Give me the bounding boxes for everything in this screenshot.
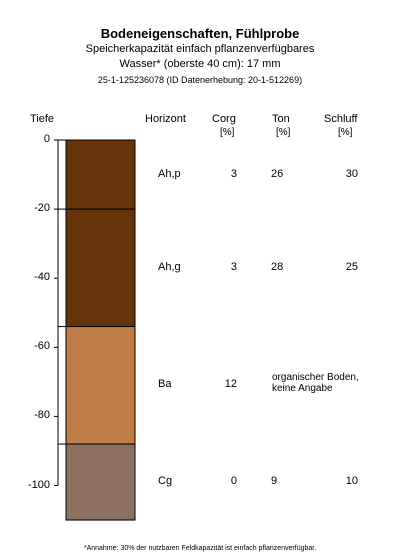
horizon-name: Ah,g [158,260,181,273]
corg-value: 0 [230,475,237,488]
chart-subtitle-line-1: Speicherkapazität einfach pflanzenverfüg… [85,43,315,55]
header-corg-unit: [%] [220,127,235,138]
header-ton-unit: [%] [276,127,291,138]
horizon-name: Ba [158,378,172,391]
ton-value: 9 [271,475,278,488]
y-axis-label: Tiefe [30,113,55,125]
horizon-name: Cg [158,475,173,488]
chart-id-line: 25-1-125236078 (ID Datenerhebung: 20-1-5… [97,75,303,85]
corg-value: 12 [224,378,237,391]
y-tick-label: -40 [34,271,50,284]
ton-value: 28 [271,260,284,273]
corg-value: 3 [230,260,237,273]
header-ton: Ton [272,113,290,125]
chart-subtitle-line-2: Wasser* (oberste 40 cm): 17 mm [119,58,281,70]
horizon-layer-ahp [65,139,136,210]
horizon-layer-ahg [65,208,136,328]
horizon-note: organischer Boden, keine Angabe [272,372,359,395]
schluff-value: 25 [345,260,358,273]
horizon-layer-cg [65,443,136,521]
horizon-layer-ba [65,326,136,445]
y-tick-label: -20 [34,202,50,215]
horizon-name: Ah,p [158,167,181,180]
header-schluff-unit: [%] [338,127,353,138]
schluff-value: 10 [345,475,358,488]
schluff-value: 30 [345,167,358,180]
y-tick-label: -60 [34,340,50,353]
y-tick-label: 0 [43,133,50,145]
chart-title: Bodeneigenschaften, Fühlprobe [100,26,300,41]
footnote: *Annahme: 30% der nutzbaren Feldkapazitä… [83,545,317,552]
header-horizont: Horizont [145,113,186,125]
y-tick-label: -100 [27,478,50,491]
header-corg: Corg [212,113,236,125]
ton-value: 26 [271,167,284,180]
corg-value: 3 [230,167,237,180]
header-schluff: Schluff [324,113,358,125]
y-tick-label: -80 [34,409,50,422]
